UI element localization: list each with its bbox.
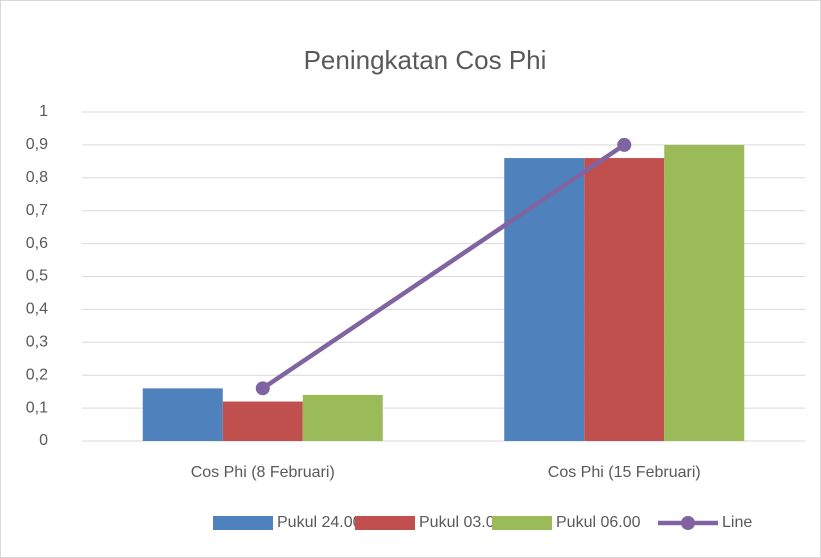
line-marker — [255, 381, 270, 396]
bar — [504, 158, 585, 441]
line-marker — [617, 137, 632, 152]
legend-label: Pukul 24.00 — [277, 514, 362, 531]
legend-label: Pukul 06.00 — [556, 514, 641, 531]
bar — [142, 388, 223, 441]
legend-swatch — [355, 516, 415, 530]
y-tick-label: 0,9 — [26, 136, 48, 153]
y-tick-label: 0,3 — [26, 334, 48, 351]
bar — [222, 401, 303, 441]
legend-label: Line — [722, 514, 752, 531]
y-tick-label: 0,2 — [26, 366, 48, 383]
chart-title: Peningkatan Cos Phi — [304, 45, 547, 75]
legend-swatch — [492, 516, 552, 530]
y-tick-label: 0,1 — [26, 399, 48, 416]
legend-swatch — [213, 516, 273, 530]
y-tick-label: 0 — [39, 432, 48, 449]
y-tick-label: 0,5 — [26, 268, 48, 285]
bar — [664, 144, 745, 441]
legend-label: Pukul 03.00 — [419, 514, 504, 531]
legend-marker — [681, 516, 695, 530]
x-tick-label: Cos Phi (15 Februari) — [548, 464, 701, 481]
y-tick-label: 0,7 — [26, 202, 48, 219]
y-tick-label: 0,4 — [26, 301, 48, 318]
y-tick-label: 0,6 — [26, 235, 48, 252]
y-tick-label: 1 — [39, 103, 48, 120]
x-tick-label: Cos Phi (8 Februari) — [191, 464, 335, 481]
bar — [302, 394, 383, 441]
bar — [584, 158, 665, 441]
line — [261, 143, 626, 391]
y-tick-label: 0,8 — [26, 169, 48, 186]
